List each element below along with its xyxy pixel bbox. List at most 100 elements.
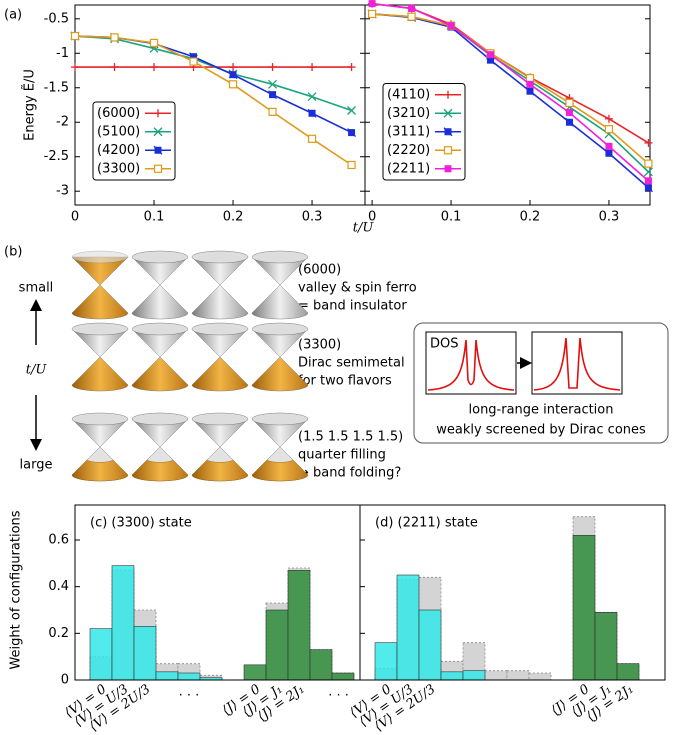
marker [643, 183, 653, 193]
marker [153, 145, 163, 155]
state-desc: valley & spin ferro [298, 281, 417, 296]
marker-box [149, 38, 159, 48]
legend-label: (3210) [387, 106, 430, 121]
legend-label: (5100) [97, 124, 140, 139]
legend-label: (3300) [97, 161, 140, 176]
marker-box [407, 12, 416, 21]
cone-filling [191, 459, 249, 482]
cone-top [251, 250, 309, 264]
cone-top [251, 322, 309, 336]
bar [616, 663, 640, 681]
dos-curve [427, 339, 515, 391]
marker [487, 51, 495, 59]
dos-curve [533, 337, 621, 391]
marker-stroke [565, 117, 574, 127]
marker [447, 22, 455, 30]
marker [526, 80, 534, 88]
marker [408, 4, 416, 12]
cone-top [191, 412, 249, 426]
bar [309, 649, 333, 681]
cone-filling [251, 459, 309, 482]
marker [407, 12, 416, 21]
legend-label: (3111) [387, 124, 430, 139]
marker [189, 57, 198, 66]
y-tick-label: -1.5 [44, 80, 69, 95]
marker [565, 98, 574, 108]
state: (3300) [298, 338, 341, 353]
chart-title: (d) (2211) state [375, 516, 478, 531]
cone-filling [131, 459, 189, 482]
y-tick-label: 0.2 [48, 626, 69, 641]
small-label: small [19, 281, 54, 296]
panel-label: (a) [4, 8, 22, 23]
marker-box [153, 164, 163, 173]
marker [644, 177, 652, 185]
marker-box [604, 125, 614, 134]
marker-stroke [153, 145, 163, 155]
cone-top [71, 322, 129, 336]
marker-box [110, 33, 119, 42]
state-desc: → band folding? [298, 466, 401, 481]
marker [307, 108, 317, 118]
annotation: · · · [179, 689, 200, 704]
large-label: large [20, 458, 53, 473]
marker-stroke [268, 79, 278, 89]
bar [243, 664, 267, 681]
series-line [74, 35, 353, 166]
cone-top [191, 322, 249, 336]
legend-box [382, 83, 466, 181]
marker [525, 86, 535, 96]
marker [565, 117, 574, 127]
marker-stroke [525, 86, 535, 96]
x-tick-label: 0.2 [223, 210, 244, 225]
marker [347, 63, 356, 72]
bar [89, 628, 113, 681]
y-tick-label: 0.4 [48, 579, 69, 594]
panel-label: (b) [4, 245, 22, 260]
marker-box [347, 160, 356, 170]
marker [268, 63, 277, 72]
y-axis-label: Energy Ẽ/U [22, 69, 38, 141]
note: long-range interaction [469, 403, 614, 418]
x-tick-label: 0.1 [441, 210, 462, 225]
marker [444, 90, 452, 99]
marker-box [447, 22, 455, 30]
y-tick-label: 0.6 [48, 533, 69, 548]
marker [153, 164, 163, 173]
marker-stroke [443, 127, 453, 137]
marker [110, 33, 119, 42]
y-axis-label: Weight of configurations [9, 510, 24, 669]
annotation: · · · [328, 689, 349, 704]
marker [565, 109, 573, 117]
marker-box [565, 109, 573, 117]
dos-label: DOS [430, 337, 459, 352]
bar [418, 609, 442, 681]
series-line [372, 13, 649, 165]
cone-filling [71, 459, 129, 482]
marker [644, 159, 653, 168]
marker [228, 70, 238, 80]
marker [228, 80, 238, 89]
marker-box [408, 4, 416, 12]
y-tick-label: -3 [56, 184, 69, 199]
plot-frame [359, 504, 666, 681]
marker [604, 125, 614, 134]
plot-frame [364, 4, 651, 206]
x-tick-label: 0.3 [302, 210, 323, 225]
bar [528, 672, 552, 681]
x-tick-label: 0 [71, 210, 79, 225]
cone-top [251, 412, 309, 426]
marker [229, 63, 238, 72]
marker [368, 9, 377, 19]
bar [572, 535, 596, 681]
marker-box [189, 57, 198, 66]
x-tick-label: 0.1 [144, 210, 165, 225]
x-tick-label: 0.2 [520, 210, 541, 225]
bar [133, 626, 157, 681]
cone-top [71, 412, 129, 426]
marker [268, 90, 278, 100]
marker-stroke [228, 70, 238, 80]
marker [308, 63, 317, 72]
marker [604, 114, 613, 123]
